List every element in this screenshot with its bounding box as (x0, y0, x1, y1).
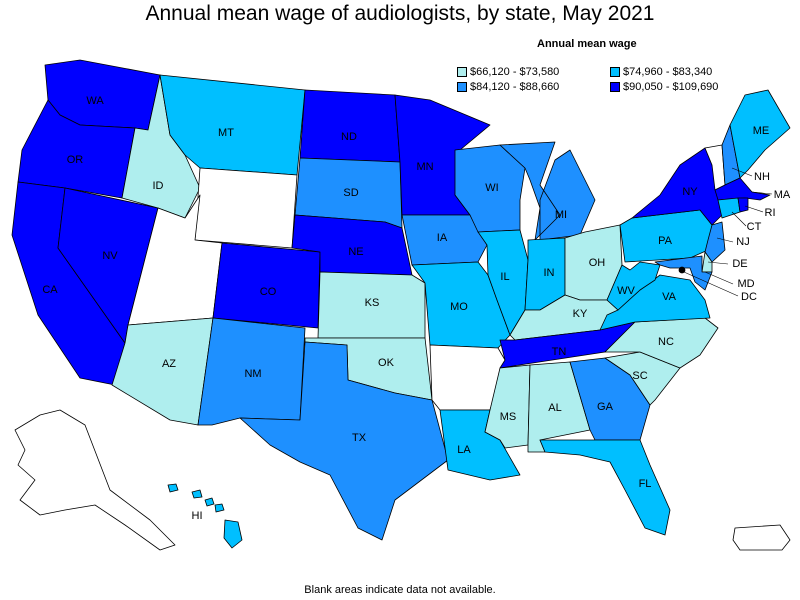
label-nm: NM (244, 368, 261, 380)
label-ca: CA (42, 284, 58, 296)
label-or: OR (67, 154, 84, 166)
label-ky: KY (573, 308, 588, 320)
state-dc[interactable] (678, 266, 686, 274)
state-az[interactable] (111, 317, 214, 426)
state-ia[interactable] (401, 214, 488, 266)
state-me[interactable] (729, 89, 791, 179)
label-nh: NH (754, 171, 770, 183)
label-sc: SC (632, 370, 647, 382)
state-ct[interactable] (717, 197, 741, 219)
state-ak[interactable] (14, 409, 176, 551)
label-nd: ND (341, 131, 357, 143)
legend-item-2: $74,960 - $83,340 (610, 66, 712, 80)
legend-swatch-4 (610, 82, 620, 93)
label-ct: CT (747, 221, 762, 233)
label-ia: IA (437, 232, 448, 244)
state-ri[interactable] (737, 197, 749, 213)
state-ks[interactable] (317, 271, 426, 339)
label-co: CO (260, 286, 277, 298)
legend-label-4: $90,050 - $109,690 (623, 81, 719, 93)
label-wi: WI (485, 182, 498, 194)
state-hi[interactable] (167, 483, 243, 549)
label-ma: MA (774, 189, 791, 201)
label-tn: TN (552, 346, 567, 358)
legend-label-2: $74,960 - $83,340 (623, 66, 713, 78)
label-id: ID (153, 180, 164, 192)
label-sd: SD (343, 187, 358, 199)
label-la: LA (457, 444, 471, 456)
state-tx[interactable] (239, 341, 449, 541)
legend-item-4: $90,050 - $109,690 (610, 81, 718, 95)
label-tx: TX (352, 432, 367, 444)
label-fl: FL (639, 478, 652, 490)
label-mo: MO (450, 301, 468, 313)
legend-title: Annual mean wage (537, 38, 637, 50)
label-dc: DC (741, 291, 757, 303)
state-nd[interactable] (299, 89, 401, 163)
label-ok: OK (378, 357, 395, 369)
label-wv: WV (617, 285, 635, 297)
state-md[interactable] (654, 255, 713, 291)
label-va: VA (662, 291, 677, 303)
footnote: Blank areas indicate data not available. (304, 584, 496, 596)
label-ga: GA (597, 401, 614, 413)
label-md: MD (737, 278, 754, 290)
label-az: AZ (162, 358, 176, 370)
legend-swatch-2 (610, 67, 620, 78)
label-ks: KS (365, 297, 380, 309)
map-title: Annual mean wage of audiologists, by sta… (145, 2, 655, 25)
label-wa: WA (86, 95, 104, 107)
label-hi: HI (192, 510, 203, 522)
label-in: IN (544, 267, 555, 279)
legend-swatch-1 (457, 67, 467, 78)
label-oh: OH (589, 257, 606, 269)
label-pa: PA (658, 235, 673, 247)
legend-item-1: $66,120 - $73,580 (457, 66, 559, 80)
label-me: ME (753, 125, 770, 137)
label-al: AL (548, 402, 561, 414)
legend-label-3: $84,120 - $88,660 (470, 81, 560, 93)
legend-swatch-3 (457, 82, 467, 93)
label-nj: NJ (736, 236, 749, 248)
state-wy[interactable] (194, 167, 298, 249)
legend-label-1: $66,120 - $73,580 (470, 66, 560, 78)
label-il: IL (500, 271, 509, 283)
label-mn: MN (416, 161, 433, 173)
state-fl[interactable] (539, 439, 671, 536)
label-ne: NE (348, 246, 363, 258)
state-pr[interactable] (732, 524, 791, 551)
label-mi: MI (555, 209, 567, 221)
label-nv: NV (102, 250, 118, 262)
label-mt: MT (218, 127, 234, 139)
legend-item-3: $84,120 - $88,660 (457, 81, 559, 95)
label-ri: RI (765, 207, 776, 219)
label-ms: MS (500, 411, 517, 423)
label-de: DE (732, 258, 747, 270)
label-ny: NY (682, 186, 698, 198)
label-nc: NC (658, 336, 674, 348)
